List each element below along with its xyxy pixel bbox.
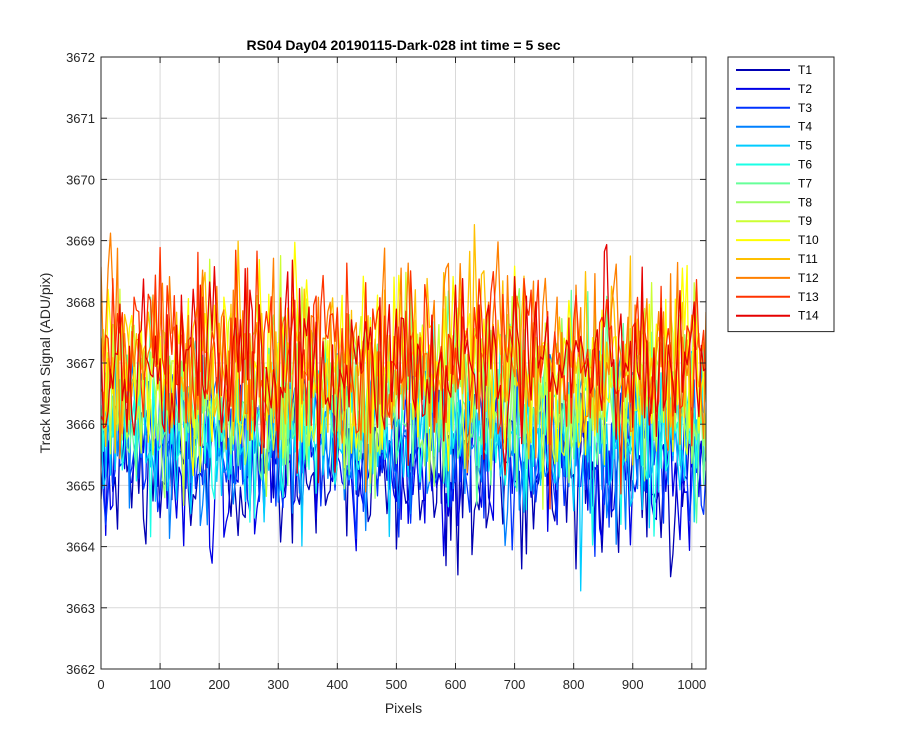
- legend-label-t5: T5: [798, 139, 812, 153]
- series-line-t14: [101, 243, 706, 484]
- x-tick-label: 1000: [677, 677, 706, 692]
- y-tick-label: 3670: [66, 172, 95, 187]
- legend-box: [727, 56, 835, 333]
- x-tick-label: 500: [386, 677, 408, 692]
- legend: T1 T2 T3 T4 T5 T6 T7 T8 T9 T10 T11 T12 T13 T14: [727, 56, 835, 333]
- axes: 0 100 200 300 400 500 600 700 800 900 1000 3662 3663…: [66, 50, 707, 692]
- legend-label-t10: T10: [798, 233, 819, 247]
- legend-label-t13: T13: [798, 290, 819, 304]
- plot-area: [101, 223, 706, 592]
- x-axis-label: Pixels: [385, 700, 422, 716]
- y-axis-label: Track Mean Signal (ADU/pix): [37, 273, 53, 454]
- chart-title: RS04 Day04 20190115-Dark-028 int time = …: [246, 37, 560, 53]
- legend-label-t4: T4: [798, 120, 812, 134]
- legend-label-t3: T3: [798, 101, 812, 115]
- legend-label-t6: T6: [798, 158, 812, 172]
- y-tick-label: 3671: [66, 111, 95, 126]
- legend-label-t1: T1: [798, 63, 812, 77]
- y-tick-label: 3672: [66, 50, 95, 65]
- x-tick-label: 900: [622, 677, 644, 692]
- legend-label-t8: T8: [798, 195, 812, 209]
- x-tick-label: 700: [504, 677, 526, 692]
- x-tick-label: 300: [267, 677, 289, 692]
- x-tick-label: 600: [445, 677, 467, 692]
- legend-label-t2: T2: [798, 82, 812, 96]
- x-tick-label: 0: [97, 677, 104, 692]
- legend-label-t7: T7: [798, 176, 812, 190]
- y-tick-label: 3666: [66, 417, 95, 432]
- x-tick-label: 100: [149, 677, 171, 692]
- legend-label-t14: T14: [798, 309, 819, 323]
- y-tick-label: 3667: [66, 356, 95, 371]
- y-tick-label: 3664: [66, 540, 95, 555]
- y-tick-label: 3663: [66, 601, 95, 616]
- y-tick-label: 3665: [66, 478, 95, 493]
- x-tick-label: 200: [208, 677, 230, 692]
- x-tick-label: 800: [563, 677, 585, 692]
- x-tick-label: 400: [326, 677, 348, 692]
- y-tick-label: 3669: [66, 234, 95, 249]
- series-line-t12: [101, 232, 706, 493]
- legend-label-t9: T9: [798, 214, 812, 228]
- y-tick-label: 3662: [66, 662, 95, 677]
- y-tick-label: 3668: [66, 295, 95, 310]
- legend-label-t12: T12: [798, 271, 819, 285]
- legend-label-t11: T11: [798, 252, 818, 266]
